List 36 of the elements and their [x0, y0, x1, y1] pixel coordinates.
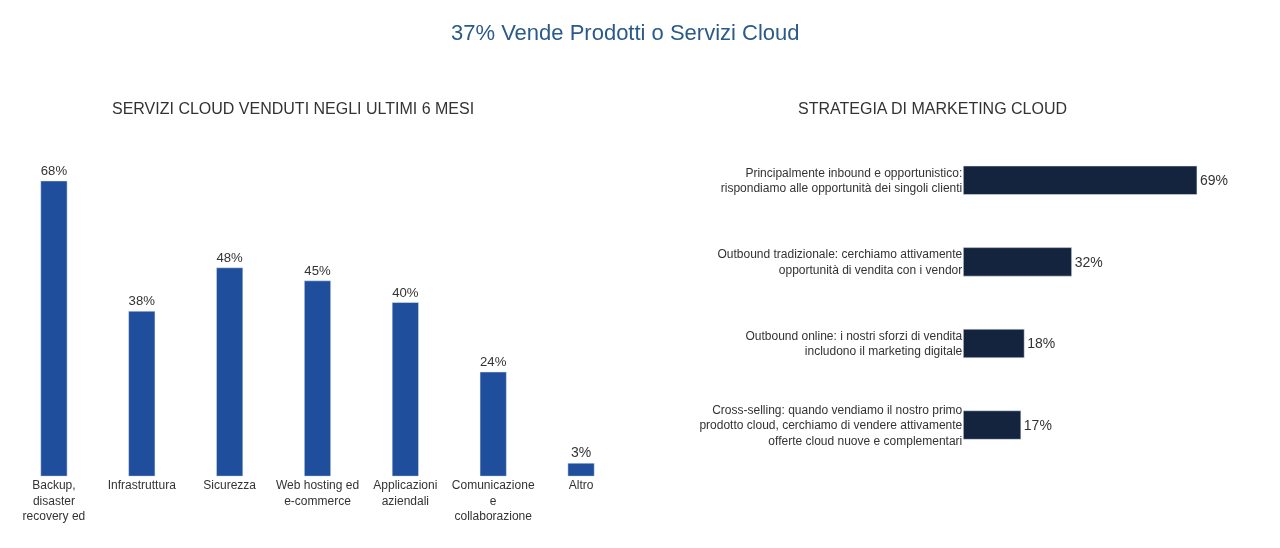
x-tick-label: Comunicazione e collaborazione	[451, 478, 535, 524]
data-label: 48%	[216, 249, 244, 265]
bar	[963, 165, 1198, 195]
x-tick-label: Infrastruttura	[107, 478, 177, 493]
data-label: 3%	[570, 444, 592, 461]
x-tick-label: Altro	[568, 478, 594, 493]
bar	[216, 267, 244, 477]
bar	[128, 310, 156, 477]
x-tick-label: Web hosting ed e-commerce	[275, 478, 360, 508]
data-label: 38%	[128, 293, 156, 309]
data-label: 18%	[1027, 335, 1056, 352]
x-tick-label: Sicurezza	[203, 478, 257, 493]
data-label: 17%	[1023, 417, 1052, 434]
bar	[963, 410, 1022, 440]
y-tick-label: Principalmente inbound e opportunistico: rispondiamo alle opportunità dei singoli clienti	[720, 165, 963, 196]
chart-title: STRATEGIA DI MARKETING CLOUD	[798, 100, 1068, 117]
bar	[479, 371, 507, 477]
y-tick-label: Outbound online: i nostri sforzi di vendita includono il marketing digitale	[745, 328, 963, 359]
y-tick-label: Outbound tradizionale: cerchiamo attivamente opportunità di vendita con i vendor	[717, 247, 963, 277]
bar	[963, 247, 1072, 277]
data-label: 69%	[1199, 172, 1228, 189]
bar	[567, 462, 595, 477]
x-tick-label: Backup, disaster recovery ed	[22, 478, 86, 524]
data-label: 40%	[392, 284, 419, 300]
bar	[40, 180, 68, 477]
bar	[391, 302, 419, 477]
data-label: 45%	[304, 262, 331, 278]
chart-title: SERVIZI CLOUD VENDUTI NEGLI ULTIMI 6 MESI	[112, 100, 475, 117]
data-label: 32%	[1074, 253, 1103, 270]
data-label: 24%	[480, 354, 507, 370]
text: 37% Vende Prodotti o Servizi Cloud	[451, 20, 800, 45]
x-tick-label: Applicazioni aziendali	[373, 478, 438, 508]
data-label: 68%	[40, 163, 68, 179]
bar	[304, 280, 331, 477]
y-tick-label: Cross-selling: quando vendiamo il nostro primo prodotto cloud, cerchiamo di vendere attivamente offerte cloud nuove e complementari	[699, 402, 963, 448]
bar	[963, 328, 1025, 358]
